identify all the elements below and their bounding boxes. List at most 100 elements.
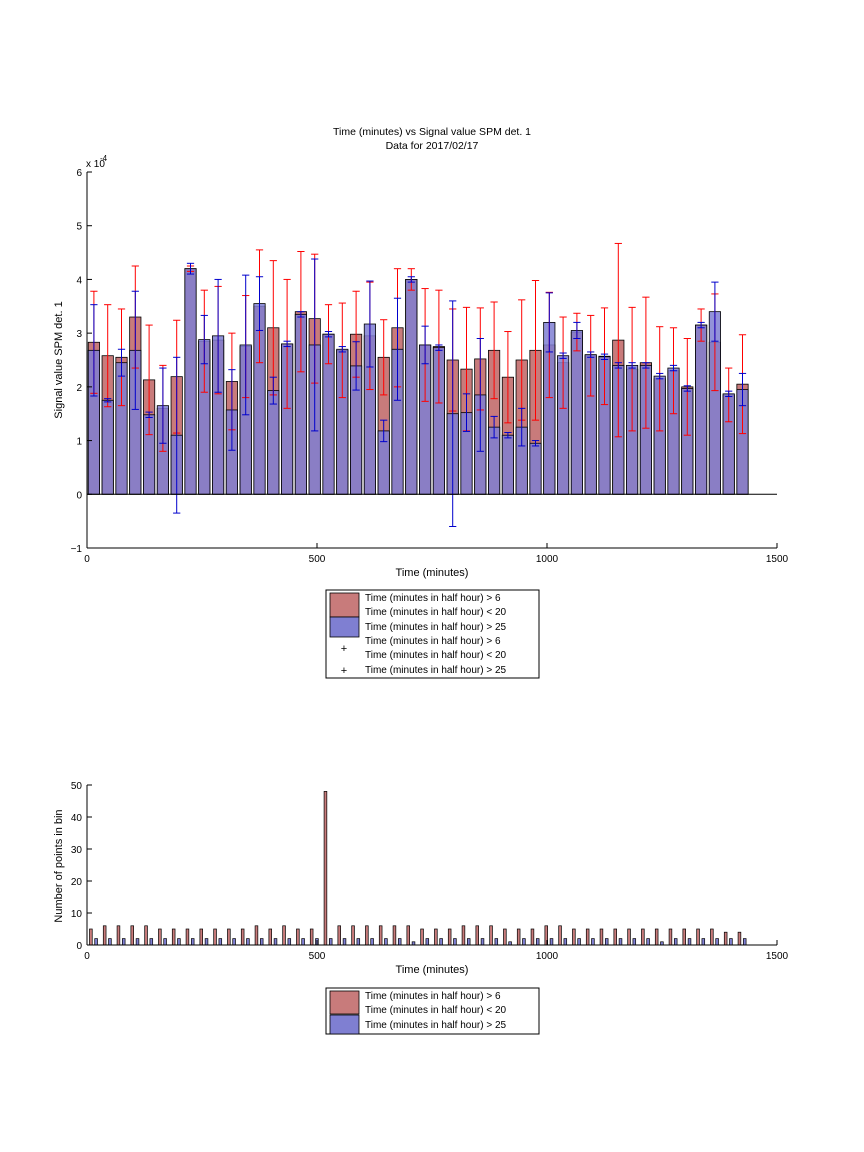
count-bar-red-44 — [696, 928, 700, 946]
count-bar-red-20 — [365, 925, 369, 946]
y-tick-label: 1 — [76, 437, 82, 448]
x-axis-label: Time (minutes) — [396, 567, 469, 579]
count-bar-blue-15 — [301, 938, 305, 946]
count-bar-blue-44 — [701, 938, 706, 946]
legend-label-blue-err: Time (minutes in half hour) > 25 — [365, 665, 507, 676]
bar-blue-23 — [405, 279, 418, 495]
count-bar-red-9 — [213, 928, 217, 946]
bar-blue-44 — [695, 324, 708, 495]
bar-blue-7 — [184, 268, 197, 495]
bar-blue-30 — [501, 434, 514, 495]
y-tick-label-2: 30 — [71, 845, 83, 856]
count-bar-red-1 — [102, 925, 107, 946]
y-exponent-base: x 10 — [86, 159, 105, 170]
count-bar-blue-1 — [108, 938, 112, 946]
count-bar-red-38 — [613, 928, 617, 946]
y-tick-label: −1 — [71, 544, 83, 555]
chart-subtitle: Data for 2017/02/17 — [386, 140, 479, 152]
count-bar-blue-36 — [591, 938, 595, 946]
count-bar-blue-34 — [563, 938, 568, 946]
count-bar-blue-45 — [715, 938, 719, 946]
count-bar-blue-37 — [604, 938, 609, 946]
count-bar-red-13 — [268, 928, 272, 946]
count-bar-blue-7 — [190, 938, 195, 946]
x-tick-label-2: 1000 — [536, 951, 559, 962]
count-bar-blue-3 — [135, 938, 140, 946]
count-bar-red-42 — [668, 928, 673, 946]
count-bar-blue-13 — [273, 938, 278, 946]
count-bar-blue-20 — [370, 938, 374, 946]
count-bar-blue-40 — [646, 938, 650, 946]
count-bar-red-37 — [599, 928, 604, 946]
bar-blue-1 — [101, 399, 114, 495]
count-bar-red-8 — [199, 928, 203, 946]
count-bar-red-25 — [434, 928, 438, 946]
legend-marker-red: + — [341, 643, 347, 655]
count-bar-red-10 — [227, 928, 231, 946]
count-bar-red-17 — [323, 791, 328, 946]
signal-legend: Time (minutes in half hour) > 6 Time (mi… — [325, 589, 540, 679]
count-bar-red-22 — [392, 925, 397, 946]
count-bar-blue-22 — [397, 938, 402, 946]
x-tick-label: 500 — [309, 554, 326, 565]
count-bar-blue-17 — [328, 938, 333, 946]
bar-blue-35 — [570, 330, 583, 495]
count-bar-red-29 — [489, 925, 493, 946]
count-bar-red-46 — [723, 931, 728, 946]
count-bar-red-6 — [171, 928, 176, 946]
count-bar-blue-29 — [494, 938, 499, 946]
y-axis-label-2: Number of points in bin — [53, 809, 65, 922]
x-tick-label: 1000 — [536, 554, 559, 565]
y-tick-label-2: 0 — [76, 941, 82, 952]
count-bar-red-23 — [406, 925, 410, 946]
legend-box-2 — [325, 987, 540, 1035]
legend-marker-blue: + — [341, 665, 347, 677]
legend-label-blue: Time (minutes in half hour) > 25 — [365, 622, 507, 633]
count-bar-red-24 — [420, 928, 424, 946]
count-bar-red-36 — [585, 928, 590, 946]
count-bar-red-7 — [185, 928, 190, 946]
x-axis-label-2: Time (minutes) — [396, 964, 469, 976]
count-bar-blue-18 — [342, 938, 347, 946]
count-bar-blue-28 — [480, 938, 485, 946]
count-bar-blue-25 — [439, 938, 443, 946]
y-tick-label: 6 — [76, 168, 82, 179]
y-axis-label: Signal value SPM det. 1 — [53, 301, 65, 418]
count-bar-red-11 — [240, 928, 245, 946]
bar-blue-13 — [267, 390, 280, 495]
legend-swatch-red — [329, 592, 360, 618]
x-tick-label-2: 500 — [309, 951, 326, 962]
count-bar-red-18 — [337, 925, 341, 946]
count-bar-red-43 — [682, 928, 686, 946]
bar-blue-32 — [529, 442, 542, 495]
count-bar-red-47 — [737, 931, 742, 946]
count-legend: Time (minutes in half hour) > 6 Time (mi… — [325, 987, 540, 1035]
chart-title: Time (minutes) vs Signal value SPM det. … — [333, 126, 531, 138]
x-tick-label-2: 1500 — [766, 951, 789, 962]
x-tick-label: 0 — [84, 554, 90, 565]
count-bar-red-45 — [710, 928, 714, 946]
count-bar-blue-46 — [729, 938, 733, 946]
y-tick-label-2: 20 — [71, 877, 83, 888]
count-bar-blue-47 — [742, 938, 747, 946]
x-tick-label: 1500 — [766, 554, 789, 565]
count-bar-blue-24 — [425, 938, 430, 946]
count-bar-red-41 — [654, 928, 659, 946]
count-bar-red-40 — [641, 928, 645, 946]
count-bar-red-35 — [572, 928, 576, 946]
count-bar-blue-43 — [687, 938, 692, 946]
count-bar-red-32 — [530, 928, 535, 946]
signal-bars — [87, 268, 749, 495]
count-bar-red-19 — [351, 925, 355, 946]
count-bars — [89, 791, 747, 946]
count-bar-red-30 — [503, 928, 507, 946]
legend-label-red-line1: Time (minutes in half hour) > 6 — [365, 593, 501, 604]
count-bar-blue-31 — [522, 938, 526, 946]
count-bar-red-21 — [378, 925, 383, 946]
count-bar-blue-26 — [453, 938, 457, 946]
count-bar-blue-32 — [535, 938, 540, 946]
x-tick-label-2: 0 — [84, 951, 90, 962]
legend-label-red-err-line1: Time (minutes in half hour) > 6 — [365, 636, 501, 647]
